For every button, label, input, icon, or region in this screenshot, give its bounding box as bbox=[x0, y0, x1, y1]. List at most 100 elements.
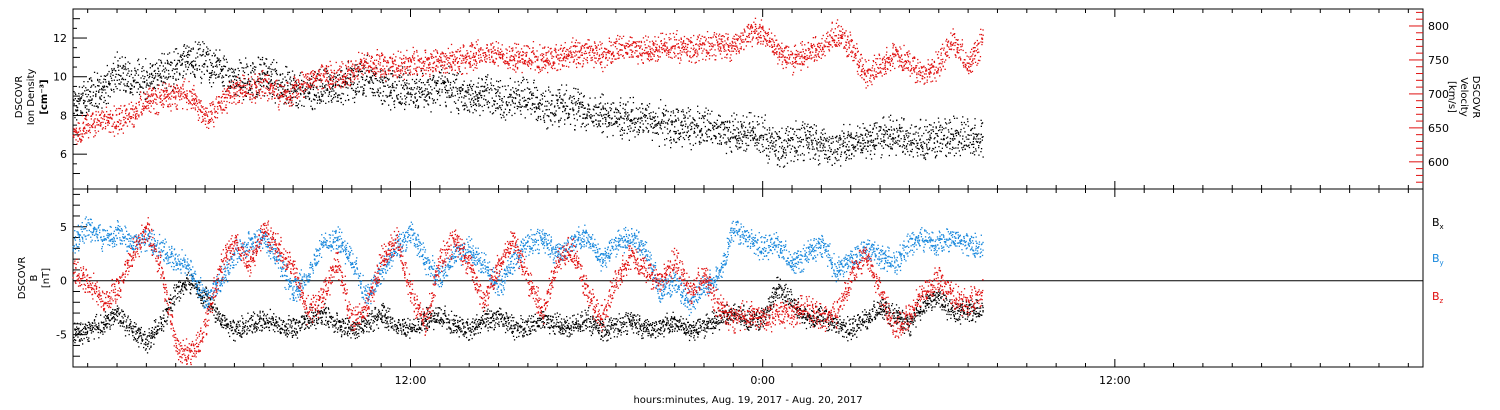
data-point bbox=[355, 64, 357, 66]
data-point bbox=[842, 145, 845, 147]
data-point bbox=[412, 89, 414, 91]
data-point bbox=[772, 145, 774, 147]
data-point bbox=[433, 67, 435, 69]
data-point bbox=[221, 69, 224, 71]
data-point bbox=[91, 125, 93, 127]
data-point bbox=[922, 150, 924, 152]
data-point bbox=[439, 94, 441, 97]
data-point bbox=[757, 124, 759, 126]
data-point bbox=[178, 89, 181, 91]
data-point bbox=[558, 119, 560, 122]
data-point bbox=[521, 97, 524, 99]
data-point bbox=[168, 63, 170, 65]
data-point bbox=[689, 135, 691, 137]
data-point bbox=[677, 111, 679, 113]
data-point bbox=[384, 71, 386, 73]
data-point bbox=[528, 97, 530, 99]
data-point bbox=[352, 97, 354, 99]
data-point bbox=[124, 122, 126, 124]
data-point bbox=[424, 61, 426, 63]
data-point bbox=[674, 131, 676, 133]
data-point bbox=[602, 107, 604, 109]
series-0-1 bbox=[72, 17, 984, 145]
data-point bbox=[764, 133, 766, 136]
data-point bbox=[347, 69, 349, 72]
data-point bbox=[231, 102, 233, 104]
data-point bbox=[240, 86, 242, 89]
data-point bbox=[656, 123, 659, 125]
data-point bbox=[186, 93, 188, 95]
data-point bbox=[193, 102, 195, 104]
data-point bbox=[336, 100, 338, 102]
data-point bbox=[287, 88, 289, 90]
data-point bbox=[308, 93, 310, 95]
data-point bbox=[967, 120, 969, 123]
data-point bbox=[917, 155, 919, 157]
data-point bbox=[268, 66, 270, 68]
data-point bbox=[677, 137, 679, 140]
data-point bbox=[247, 91, 249, 93]
data-point bbox=[365, 66, 367, 69]
data-point bbox=[749, 122, 751, 124]
data-point bbox=[531, 108, 533, 111]
data-point bbox=[285, 103, 287, 105]
data-point bbox=[584, 117, 587, 120]
data-point bbox=[694, 132, 696, 134]
data-point bbox=[493, 100, 496, 103]
data-point bbox=[548, 89, 550, 91]
data-point bbox=[295, 79, 298, 81]
data-point bbox=[250, 86, 253, 88]
data-point bbox=[247, 92, 249, 95]
data-point bbox=[429, 75, 431, 78]
data-point bbox=[408, 87, 410, 90]
data-point bbox=[289, 98, 292, 100]
data-point bbox=[119, 108, 121, 110]
data-point bbox=[305, 73, 307, 76]
data-point bbox=[187, 51, 189, 54]
data-point bbox=[465, 95, 467, 97]
data-point bbox=[278, 96, 280, 98]
data-point bbox=[103, 96, 105, 99]
data-point bbox=[275, 80, 277, 82]
data-point bbox=[866, 130, 869, 132]
data-point bbox=[289, 94, 292, 97]
data-point bbox=[97, 106, 99, 108]
data-point bbox=[139, 85, 141, 87]
data-point bbox=[171, 95, 173, 97]
data-point bbox=[737, 140, 740, 142]
data-point bbox=[166, 78, 168, 80]
data-point bbox=[104, 79, 107, 81]
data-point bbox=[975, 140, 978, 143]
data-point bbox=[430, 111, 432, 113]
data-point bbox=[911, 139, 914, 141]
data-point bbox=[846, 143, 848, 146]
data-point bbox=[275, 72, 278, 74]
data-point bbox=[219, 105, 221, 107]
data-point bbox=[499, 80, 502, 82]
data-point bbox=[841, 143, 843, 145]
data-point bbox=[101, 91, 103, 94]
data-point bbox=[82, 128, 85, 130]
data-point bbox=[413, 102, 415, 104]
data-point bbox=[386, 77, 388, 80]
data-point bbox=[462, 88, 464, 90]
data-point bbox=[403, 78, 405, 81]
data-point bbox=[444, 88, 446, 90]
data-point bbox=[971, 143, 974, 145]
data-point bbox=[126, 85, 128, 87]
data-point bbox=[755, 139, 757, 141]
data-point bbox=[511, 100, 514, 103]
data-point bbox=[444, 76, 446, 78]
data-point bbox=[770, 141, 772, 144]
data-point bbox=[476, 98, 478, 100]
data-point bbox=[204, 117, 206, 120]
data-point bbox=[227, 94, 230, 96]
data-point bbox=[372, 88, 374, 90]
data-point bbox=[340, 66, 342, 68]
data-point bbox=[812, 134, 814, 136]
data-point bbox=[303, 96, 305, 98]
data-point bbox=[335, 83, 337, 85]
data-point bbox=[516, 94, 518, 96]
data-point bbox=[146, 74, 149, 77]
data-point bbox=[836, 153, 839, 155]
